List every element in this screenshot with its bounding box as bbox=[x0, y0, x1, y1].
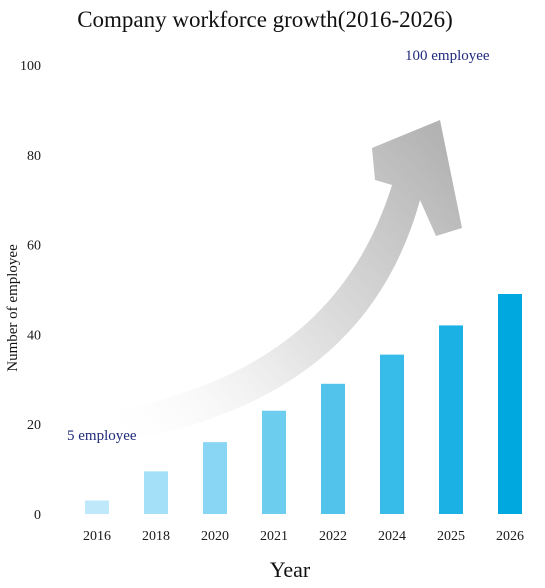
chart-title: Company workforce growth(2016-2026) bbox=[77, 7, 453, 32]
x-tick-label: 2016 bbox=[83, 529, 111, 544]
y-tick-label: 0 bbox=[34, 508, 41, 523]
x-tick-label: 2025 bbox=[437, 529, 465, 544]
y-axis-label: Number of employee bbox=[5, 244, 21, 372]
growth-arrow-icon bbox=[110, 120, 462, 443]
x-tick-label: 2024 bbox=[378, 529, 406, 544]
end-annotation: 100 employee bbox=[405, 48, 490, 64]
x-tick-label: 2021 bbox=[260, 529, 288, 544]
bar-2025 bbox=[439, 325, 463, 514]
x-tick-label: 2020 bbox=[201, 529, 229, 544]
bars-group bbox=[85, 293, 522, 514]
bar-2022 bbox=[321, 383, 345, 514]
bar-2020 bbox=[203, 442, 227, 514]
x-tick-label: 2018 bbox=[142, 529, 170, 544]
bar-2021 bbox=[262, 410, 286, 514]
x-tick-label: 2022 bbox=[319, 529, 347, 544]
bar-2026 bbox=[498, 293, 522, 514]
y-tick-label: 100 bbox=[20, 59, 41, 74]
x-tick-label: 2026 bbox=[496, 529, 524, 544]
y-tick-label: 60 bbox=[27, 239, 41, 254]
y-tick-label: 40 bbox=[27, 328, 41, 343]
bar-2018 bbox=[144, 471, 168, 514]
bar-2016 bbox=[85, 500, 109, 514]
bar-2024 bbox=[380, 354, 404, 514]
y-ticks-group: 0 20 40 60 80 100 bbox=[20, 59, 41, 523]
x-axis-label: Year bbox=[270, 557, 311, 582]
start-annotation: 5 employee bbox=[67, 428, 137, 444]
x-ticks-group: 2016 2018 2020 2021 2022 2024 2025 2026 bbox=[83, 529, 524, 544]
y-tick-label: 20 bbox=[27, 418, 41, 433]
y-tick-label: 80 bbox=[27, 149, 41, 164]
